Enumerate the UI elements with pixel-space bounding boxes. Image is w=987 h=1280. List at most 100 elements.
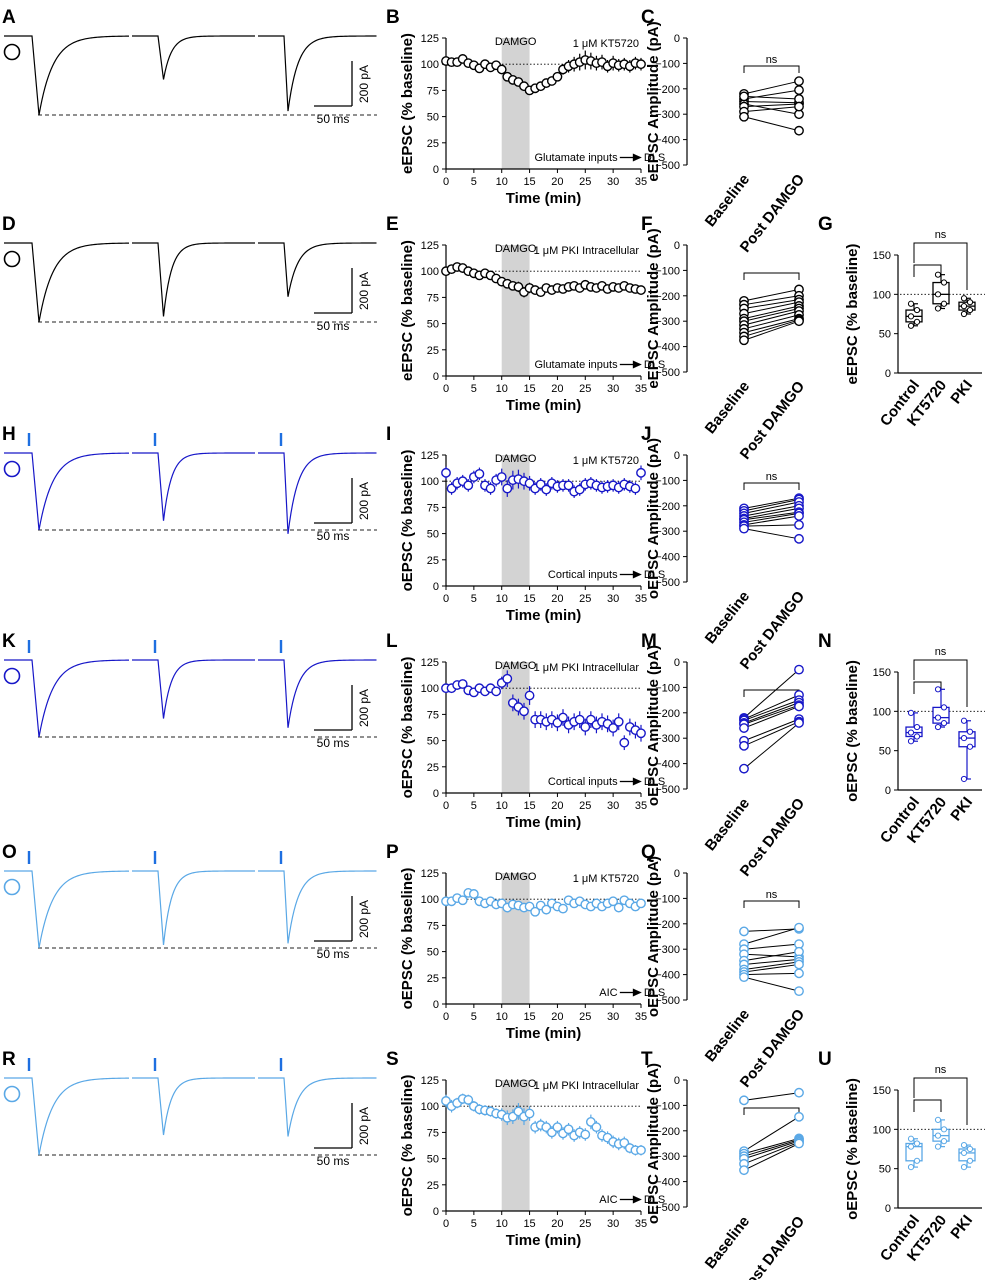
y-tick-label: 0 (433, 999, 439, 1011)
y-tick-label: 0 (885, 1203, 891, 1215)
x-tick-label: 30 (607, 593, 619, 605)
data-point (580, 722, 591, 732)
data-point (463, 480, 474, 491)
pair-line (743, 524, 800, 527)
data-point (613, 716, 624, 727)
box-data-point (907, 709, 915, 717)
pair-line (743, 953, 800, 958)
y-axis-label: oEPSC Amplitude (pA) (645, 856, 662, 1017)
x-tick-label: 25 (579, 176, 591, 188)
box-data-point (907, 1163, 915, 1171)
cell-symbol-icon (3, 250, 21, 268)
cell-symbol-icon (3, 43, 21, 61)
epsc-trace-sweep (4, 242, 130, 323)
damgo-label: DAMGO (495, 36, 537, 48)
x-axis-label: Time (min) (506, 607, 582, 624)
box-data-point (907, 1143, 915, 1150)
post-damgo-point (794, 533, 804, 544)
box-data-point (907, 1135, 915, 1142)
x-tick-label: 30 (607, 1011, 619, 1023)
scale-bar-time-label: 50 ms (317, 1154, 350, 1168)
y-tick-label: 0 (674, 240, 680, 252)
y-tick-label: 125 (421, 450, 439, 462)
x-tick-label: 0 (443, 800, 449, 812)
pathway-target-label: DLS (644, 569, 665, 581)
significance-label: ns (766, 54, 778, 66)
pair-line (743, 318, 800, 334)
y-tick-label: −400 (655, 552, 680, 564)
x-tick-label: 15 (523, 1011, 535, 1023)
x-category-label: Baseline (702, 795, 753, 854)
panel-letter-F: F (641, 214, 653, 235)
y-tick-label: 50 (879, 1164, 891, 1176)
x-tick-label: 35 (635, 1011, 647, 1023)
x-tick-label: 15 (523, 593, 535, 605)
damgo-shaded-region (501, 1080, 530, 1211)
pair-line (743, 1140, 800, 1160)
data-point (563, 480, 574, 491)
y-tick-label: −300 (655, 733, 680, 745)
x-axis-label: Time (min) (506, 397, 582, 414)
y-tick-label: 0 (433, 164, 439, 176)
x-tick-label: 0 (443, 383, 449, 395)
x-tick-label: 25 (579, 383, 591, 395)
post-damgo-point (794, 922, 804, 933)
panel-letter-I: I (386, 424, 391, 445)
pair-line (743, 1137, 800, 1155)
damgo-shaded-region (501, 873, 530, 1004)
baseline-point (739, 723, 749, 733)
damgo-shaded-region (501, 245, 530, 376)
x-category-label: PKI (947, 377, 976, 407)
post-damgo-point (794, 1087, 804, 1098)
box-data-point (966, 728, 974, 735)
x-tick-label: 30 (607, 176, 619, 188)
y-tick-label: 50 (427, 529, 439, 541)
y-tick-label: 125 (421, 868, 439, 880)
box-data-point (940, 279, 948, 286)
y-axis-label: oEPSC Amplitude (pA) (645, 645, 662, 806)
data-point (552, 71, 563, 82)
data-point (502, 483, 513, 494)
x-tick-label: 35 (635, 176, 647, 188)
data-point (491, 686, 502, 697)
pair-line (743, 505, 800, 517)
x-tick-label: 5 (471, 176, 477, 188)
post-damgo-point (794, 718, 804, 728)
scale-bar-time-label: 50 ms (317, 112, 350, 126)
scale-bar-amplitude-label: 200 pA (357, 482, 371, 520)
y-tick-label: 75 (427, 292, 439, 304)
data-point (524, 1108, 535, 1119)
pair-line (743, 106, 800, 113)
y-tick-label: −200 (655, 291, 680, 303)
x-tick-label: 10 (496, 176, 508, 188)
pair-line (743, 103, 800, 108)
pair-line (743, 310, 800, 326)
data-point (541, 904, 552, 915)
box-data-point (966, 743, 974, 750)
y-tick-label: 75 (427, 709, 439, 721)
scale-bar-time-label: 50 ms (317, 736, 350, 750)
x-category-label: Baseline (702, 171, 753, 230)
data-point (563, 1124, 574, 1135)
y-axis-label: eEPSC (% baseline) (399, 240, 416, 381)
pathway-target-label: DLS (644, 152, 665, 164)
box-data-point (907, 313, 915, 320)
y-tick-label: −300 (655, 316, 680, 328)
x-tick-label: 10 (496, 800, 508, 812)
y-tick-label: −200 (655, 919, 680, 931)
x-tick-label: 25 (579, 800, 591, 812)
x-tick-label: 20 (551, 1218, 563, 1230)
box-data-point (913, 318, 921, 325)
pair-line (743, 116, 800, 132)
data-point (530, 906, 541, 917)
data-point (558, 903, 568, 914)
x-tick-label: 10 (496, 593, 508, 605)
data-point (636, 59, 646, 70)
panel-letter-B: B (386, 7, 400, 28)
damgo-shaded-region (501, 38, 530, 169)
box-data-point (913, 733, 921, 740)
data-point (474, 468, 485, 479)
x-category-label: PKI (947, 794, 976, 824)
